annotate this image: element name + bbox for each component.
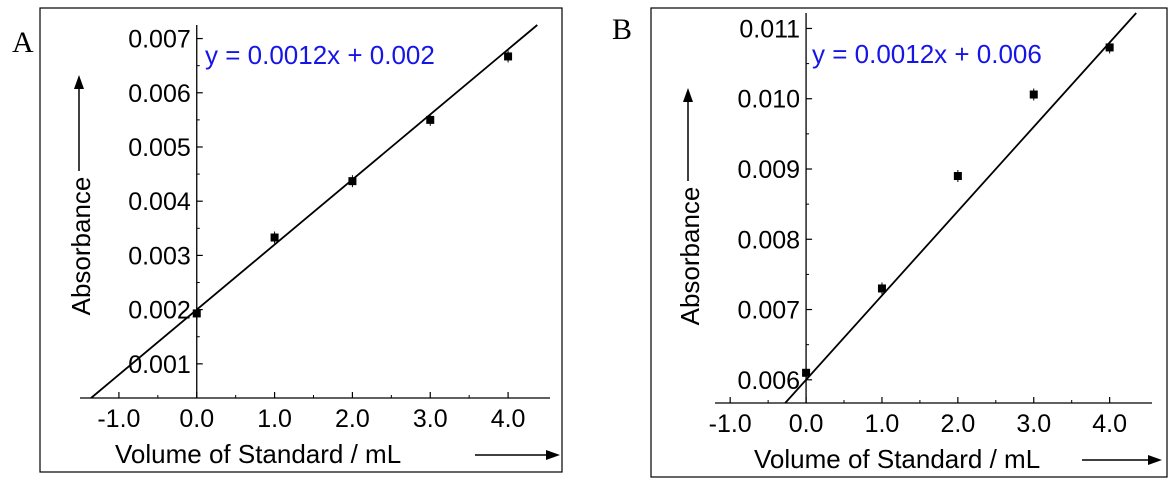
panel-frame-b [650,7,1168,478]
x-tick-label-b: -1.0 [709,410,752,438]
y-axis-label-b: Absorbance [675,187,705,326]
x-tick-label-a: -1.0 [97,405,140,433]
data-point-a [270,233,279,242]
data-point-b [953,172,962,181]
y-axis-label-a: Absorbance [66,177,96,316]
panel-label-a: A [12,26,34,59]
x-tick-label-b: 1.0 [865,410,900,438]
y-tick-label-a: 0.005 [128,134,191,162]
x-tick-label-a: 2.0 [335,405,370,433]
y-tick-label-b: 0.009 [738,156,801,184]
data-point-a [504,52,513,61]
x-label-arrowhead-b [1148,455,1162,465]
y-tick-label-a: 0.001 [128,351,191,379]
y-tick-label-a: 0.002 [128,297,191,325]
data-point-a [192,309,201,318]
fit-line-a [90,24,538,399]
data-point-b [1029,90,1038,99]
x-tick-label-b: 2.0 [940,410,975,438]
data-point-a [426,115,435,124]
x-tick-label-a: 1.0 [257,405,292,433]
fit-equation-b: y = 0.0012x + 0.006 [812,39,1042,69]
y-label-arrowhead-a [74,75,84,89]
x-tick-label-b: 4.0 [1092,410,1127,438]
y-tick-label-a: 0.007 [128,26,191,54]
data-point-b [1105,43,1114,52]
x-tick-label-b: 0.0 [789,410,824,438]
data-point-a [348,177,357,186]
y-label-arrowhead-b [683,88,693,102]
x-axis-label-b: Volume of Standard / mL [754,444,1040,474]
y-tick-label-b: 0.007 [738,297,801,325]
y-tick-label-b: 0.008 [738,226,801,254]
panel-label-b: B [612,13,633,46]
y-tick-label-b: 0.010 [738,86,801,114]
y-tick-label-a: 0.003 [128,242,191,270]
x-axis-label-a: Volume of Standard / mL [115,439,401,469]
fit-equation-a: y = 0.0012x + 0.002 [205,40,435,70]
x-tick-label-a: 0.0 [179,405,214,433]
x-label-arrowhead-a [546,450,560,460]
data-point-b [802,368,811,377]
x-tick-label-b: 3.0 [1016,410,1051,438]
x-tick-label-a: 3.0 [413,405,448,433]
panel-frame-a [39,7,563,473]
y-tick-label-b: 0.011 [739,15,800,43]
fit-line-b [784,12,1137,404]
x-tick-label-a: 4.0 [491,405,526,433]
data-point-b [877,284,886,293]
y-tick-label-a: 0.004 [128,188,191,216]
y-tick-label-a: 0.006 [128,80,191,108]
y-tick-label-b: 0.006 [738,367,801,395]
